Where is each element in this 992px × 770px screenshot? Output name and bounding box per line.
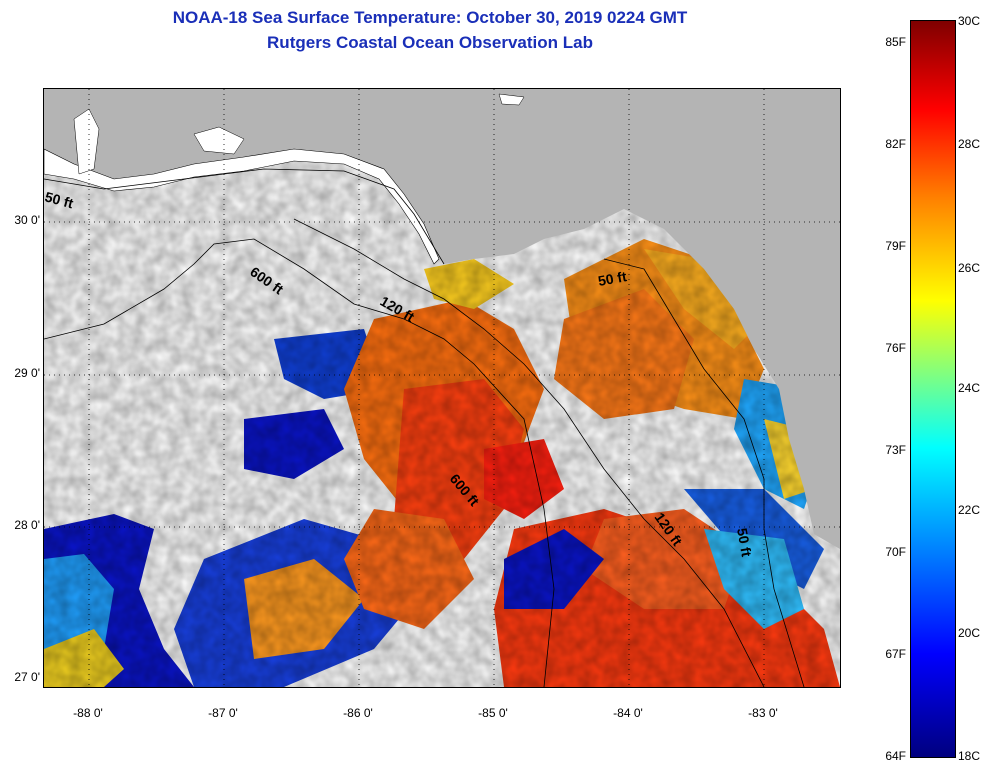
bathymetry-contours bbox=[44, 168, 805, 687]
colorbar-c-30: 30C bbox=[958, 14, 981, 28]
colorbar-c-18: 18C bbox=[958, 749, 981, 763]
contour-label-7: 50 ft bbox=[734, 527, 755, 558]
colorbar-c-20: 20C bbox=[958, 626, 981, 640]
map-title: NOAA-18 Sea Surface Temperature: October… bbox=[172, 8, 688, 27]
lon-label-88: -88 0' bbox=[73, 706, 103, 720]
lon-label-84: -84 0' bbox=[613, 706, 643, 720]
contour-label-1: 50 ft bbox=[44, 188, 75, 211]
colorbar-f-73: 73F bbox=[885, 443, 906, 457]
lon-label-86: -86 0' bbox=[343, 706, 373, 720]
sst-map-canvas: 50 ft 600 ft 120 ft 50 ft 600 ft 120 ft … bbox=[44, 89, 840, 687]
colorbar-f-76: 76F bbox=[885, 341, 906, 355]
lat-label-27: 27 0' bbox=[14, 670, 40, 684]
lon-label-83: -83 0' bbox=[748, 706, 778, 720]
colorbar-f-82: 82F bbox=[885, 137, 906, 151]
sst-map: 50 ft 600 ft 120 ft 50 ft 600 ft 120 ft … bbox=[43, 88, 841, 688]
map-subtitle: Rutgers Coastal Ocean Observation Lab bbox=[267, 33, 593, 52]
land-mass bbox=[44, 89, 840, 549]
colorbar-f-85: 85F bbox=[885, 35, 906, 49]
coastline bbox=[44, 148, 440, 265]
colorbar-c-22: 22C bbox=[958, 503, 981, 517]
colorbar-c-24: 24C bbox=[958, 381, 981, 395]
lat-label-28: 28 0' bbox=[14, 518, 40, 532]
lat-label-29: 29 0' bbox=[14, 366, 40, 380]
contour-label-4: 50 ft bbox=[597, 268, 628, 289]
lon-label-87: -87 0' bbox=[208, 706, 238, 720]
lat-label-30: 30 0' bbox=[14, 213, 40, 227]
temperature-colorbar bbox=[910, 20, 956, 758]
lon-label-85: -85 0' bbox=[478, 706, 508, 720]
colorbar-f-67: 67F bbox=[885, 647, 906, 661]
colorbar-f-64: 64F bbox=[885, 749, 906, 763]
colorbar-c-26: 26C bbox=[958, 261, 981, 275]
colorbar-c-28: 28C bbox=[958, 137, 981, 151]
colorbar-f-79: 79F bbox=[885, 239, 906, 253]
colorbar-f-70: 70F bbox=[885, 545, 906, 559]
